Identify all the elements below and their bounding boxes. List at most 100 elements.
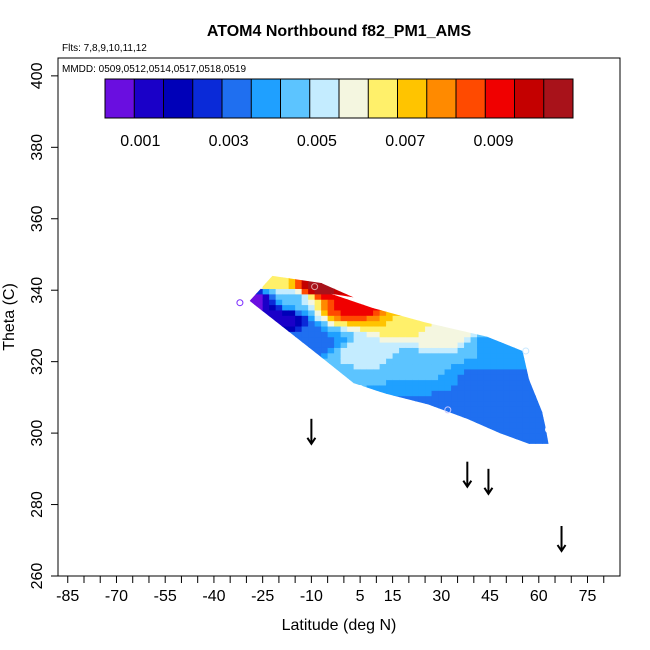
heat-cell (399, 433, 407, 440)
heat-cell (373, 283, 381, 290)
heat-cell (275, 368, 283, 375)
heat-cell (327, 342, 335, 348)
heat-cell (412, 411, 420, 418)
heat-cell (301, 379, 309, 386)
heat-cell (509, 395, 517, 402)
heat-cell (275, 304, 283, 311)
heat-cell (256, 400, 264, 407)
heat-cell (529, 283, 537, 290)
heat-cell (386, 309, 394, 316)
x-axis-label: Latitude (deg N) (282, 617, 397, 634)
heat-cell (535, 288, 543, 295)
heat-cell (496, 331, 504, 338)
heat-cell (535, 427, 543, 434)
heat-cell (353, 368, 361, 375)
heat-cell (483, 358, 491, 365)
heat-cell (477, 320, 485, 327)
heat-cell (522, 368, 530, 375)
heat-cell (379, 277, 387, 284)
heat-cell (353, 320, 361, 327)
heat-cell (275, 293, 283, 300)
heat-cell (327, 309, 335, 316)
heat-cell (275, 438, 283, 444)
heat-cell (470, 342, 478, 348)
heat-cell (405, 347, 413, 354)
heat-cell (347, 342, 355, 348)
heat-cell (529, 368, 537, 375)
down-arrow-icon (462, 461, 473, 489)
heat-cell (347, 288, 355, 295)
heat-cell (327, 368, 335, 375)
heat-cell (444, 417, 452, 423)
heat-cell (327, 433, 335, 440)
heat-cell (418, 417, 426, 423)
heat-cell (464, 293, 472, 300)
heat-cell (522, 438, 530, 444)
heat-cell (490, 422, 498, 429)
heat-cell (373, 277, 381, 284)
heat-cell (269, 433, 277, 440)
heat-cell (282, 299, 290, 306)
heat-cell (464, 427, 472, 434)
heat-cell (431, 384, 439, 391)
heat-cell (360, 358, 368, 365)
heat-cell (262, 304, 270, 311)
heat-cell (431, 358, 439, 365)
heat-cell (451, 275, 459, 279)
heat-cell (340, 288, 348, 295)
heat-cell (470, 347, 478, 354)
heat-cell (399, 283, 407, 290)
heat-cell (301, 309, 309, 316)
sample-marker (356, 384, 364, 392)
heat-cell (425, 309, 433, 316)
heat-cell (405, 358, 413, 365)
heat-cell (327, 400, 335, 407)
heat-cell (405, 352, 413, 359)
heat-cell (477, 342, 485, 348)
heat-cell (542, 283, 549, 290)
heat-cell (477, 400, 485, 407)
heat-cell (275, 320, 283, 327)
heat-cell (301, 352, 309, 359)
heat-cell (412, 288, 420, 295)
heat-cell (366, 320, 374, 327)
heat-cell (412, 320, 420, 327)
heat-cell (295, 363, 303, 370)
heat-cell (327, 422, 335, 429)
y-tick-label: 300 (29, 420, 46, 447)
heat-cell (542, 363, 549, 370)
heat-cell (288, 277, 296, 284)
heat-cell (269, 299, 277, 306)
heat-cell (418, 427, 426, 434)
heat-cell (295, 293, 303, 300)
heat-cell (418, 304, 426, 311)
heat-cell (327, 277, 335, 284)
heat-cell (282, 331, 290, 338)
heat-cell (412, 395, 420, 402)
heat-cell (457, 336, 465, 343)
heat-cell (470, 433, 478, 440)
heat-cell (340, 406, 348, 413)
heat-cell (438, 352, 446, 359)
heat-cell (373, 438, 381, 444)
heat-cell (444, 352, 452, 359)
heat-cell (262, 347, 270, 354)
heat-cell (503, 315, 511, 322)
heat-cell (542, 358, 549, 365)
heat-cell (308, 379, 316, 386)
heat-cell (438, 325, 446, 332)
heat-cell (457, 390, 465, 397)
heat-cell (451, 400, 459, 407)
heat-cell (295, 400, 303, 407)
heat-cell (412, 390, 420, 397)
heat-cell (438, 331, 446, 338)
heat-cell (483, 288, 491, 295)
heat-cell (503, 342, 511, 348)
heat-cell (366, 406, 374, 413)
heat-cell (464, 384, 472, 391)
heat-cell (405, 395, 413, 402)
heat-cell (262, 293, 270, 300)
heat-cell (392, 368, 400, 375)
heat-cell (522, 336, 530, 343)
heat-cell (301, 400, 309, 407)
